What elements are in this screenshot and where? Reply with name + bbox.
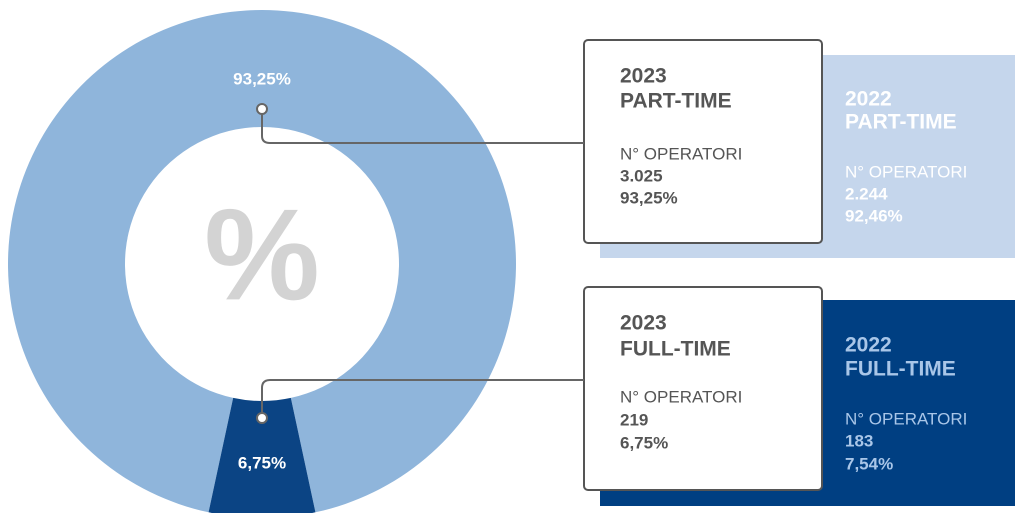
connector-dot [256,412,268,424]
panel-year: 2022 [845,334,892,357]
panel-metric: N° OPERATORI [620,144,742,163]
panel-count: 3.025 [620,166,663,185]
center-label: % [204,181,320,327]
panel-title: FULL-TIME [845,358,956,381]
panel-title: PART-TIME [845,111,957,134]
panel-box-2023 [583,286,823,491]
panel-title: FULL-TIME [620,338,731,361]
panel-count: 219 [620,410,648,429]
panel-share: 93,25% [620,188,678,207]
panel-share: 92,46% [845,206,903,225]
donut [7,10,516,513]
connector [261,114,584,144]
data-label: 6,75% [238,453,286,472]
panel-year: 2023 [620,312,667,335]
connector-dot [256,103,268,115]
panel-year: 2023 [620,65,667,88]
panel-count: 183 [845,431,873,450]
donut-segment [7,10,516,513]
panel-year: 2022 [845,88,892,111]
panel-title: PART-TIME [620,90,732,113]
connector [261,379,584,413]
panel-metric: N° OPERATORI [845,162,967,181]
data-label: 93,25% [233,69,291,88]
panel-count: 2.244 [845,184,888,203]
panel-share: 6,75% [620,433,668,452]
panel-metric: N° OPERATORI [845,409,967,428]
panel-share: 7,54% [845,454,893,473]
panel-metric: N° OPERATORI [620,387,742,406]
donut-segment [208,397,316,513]
panel-box-2023 [583,39,823,244]
